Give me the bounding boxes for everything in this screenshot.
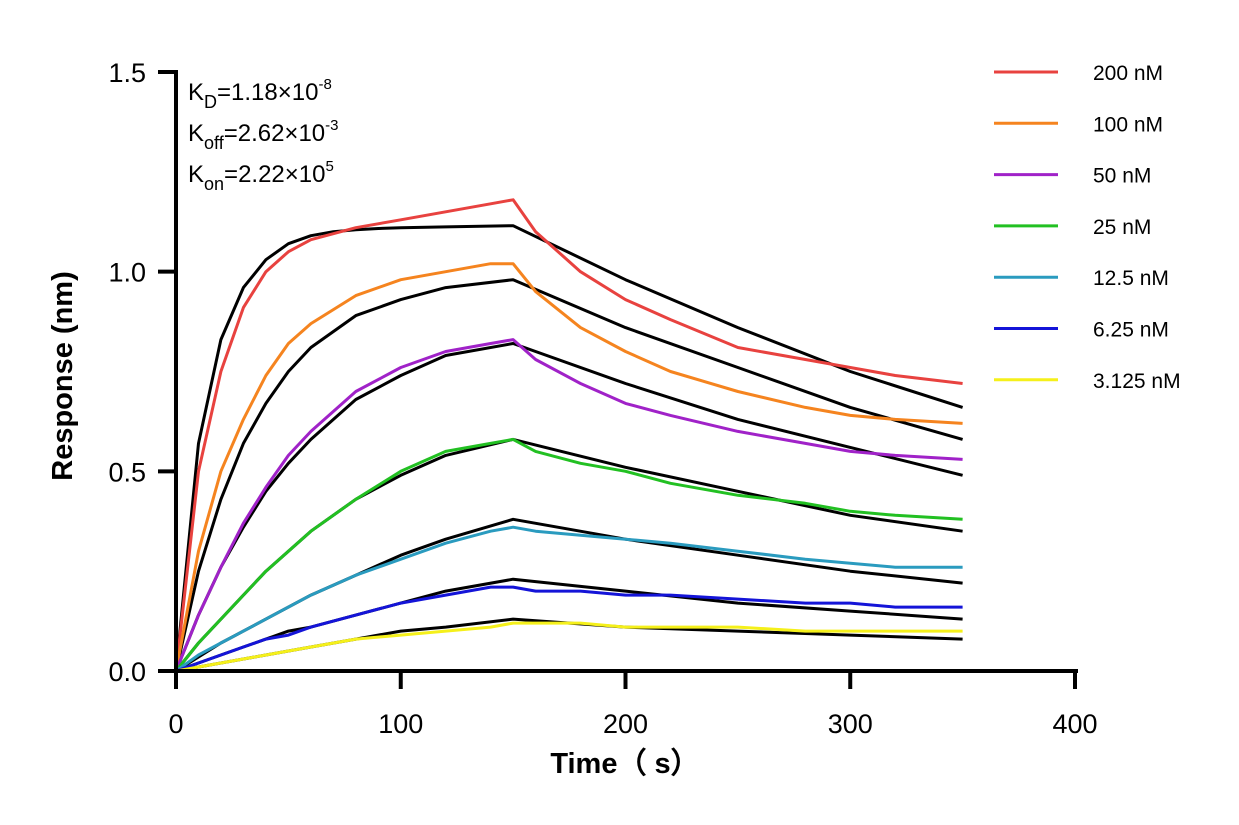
fit-line-12-5-nm bbox=[175, 517, 963, 673]
x-tick-label: 100 bbox=[378, 709, 423, 739]
series-line-3-125-nm bbox=[175, 621, 963, 673]
fit-line-6-25-nm bbox=[175, 577, 963, 673]
series-line-50-nm bbox=[174, 338, 963, 672]
series-line-200-nm bbox=[174, 198, 963, 672]
legend-label: 50 nM bbox=[1093, 165, 1151, 188]
legend: 200 nM 100 nM 50 nM 25 nM 12.5 nM 6.25 nM 3.12… bbox=[994, 62, 1181, 393]
series-line-25-nm bbox=[174, 437, 963, 672]
fit-line-100-nm bbox=[174, 278, 964, 672]
legend-label: 3.125 nM bbox=[1093, 370, 1181, 393]
series-line-6-25-nm bbox=[175, 585, 963, 673]
data-curves bbox=[174, 198, 963, 673]
legend-item-200-nm: 200 nM bbox=[994, 62, 1163, 85]
legend-item-3-125-nm: 3.125 nM bbox=[994, 370, 1181, 393]
legend-item-25-nm: 25 nM bbox=[994, 216, 1151, 239]
kinetic-constant-off: Koff=2.62×10-3 bbox=[188, 117, 338, 153]
legend-label: 100 nM bbox=[1093, 113, 1163, 136]
x-tick-label: 200 bbox=[603, 709, 648, 739]
legend-label: 12.5 nM bbox=[1093, 267, 1169, 290]
x-tick-label: 400 bbox=[1052, 709, 1097, 739]
y-axis-title: Response (nm) bbox=[47, 271, 79, 480]
x-tick-label: 0 bbox=[168, 709, 183, 739]
kinetic-constant-on: Kon=2.22×105 bbox=[188, 158, 334, 194]
axis-ticks: 0 100 200 300 400 0.0 0.5 1.0 1.5 bbox=[108, 58, 1097, 739]
fit-line-3-125-nm bbox=[175, 617, 963, 673]
y-tick-label: 0.5 bbox=[108, 457, 146, 487]
legend-item-50-nm: 50 nM bbox=[994, 165, 1151, 188]
legend-item-100-nm: 100 nM bbox=[994, 113, 1163, 136]
y-tick-label: 1.0 bbox=[108, 258, 146, 288]
kinetic-constant-d: KD=1.18×10-8 bbox=[188, 76, 332, 112]
legend-item-6-25-nm: 6.25 nM bbox=[994, 319, 1169, 342]
kinetic-constants: KD=1.18×10-8 Koff=2.62×10-3 Kon=2.22×105 bbox=[188, 76, 338, 194]
y-tick-label: 0.0 bbox=[108, 657, 146, 687]
legend-label: 6.25 nM bbox=[1093, 319, 1169, 342]
series-line-100-nm bbox=[174, 262, 963, 672]
series-line-12-5-nm bbox=[175, 525, 963, 673]
legend-item-12-5-nm: 12.5 nM bbox=[994, 267, 1169, 290]
legend-label: 200 nM bbox=[1093, 62, 1163, 85]
legend-label: 25 nM bbox=[1093, 216, 1151, 239]
y-tick-label: 1.5 bbox=[108, 58, 146, 88]
x-tick-label: 300 bbox=[828, 709, 873, 739]
x-axis-title: Time（ s） bbox=[550, 747, 699, 780]
fit-line-200-nm bbox=[174, 224, 964, 672]
